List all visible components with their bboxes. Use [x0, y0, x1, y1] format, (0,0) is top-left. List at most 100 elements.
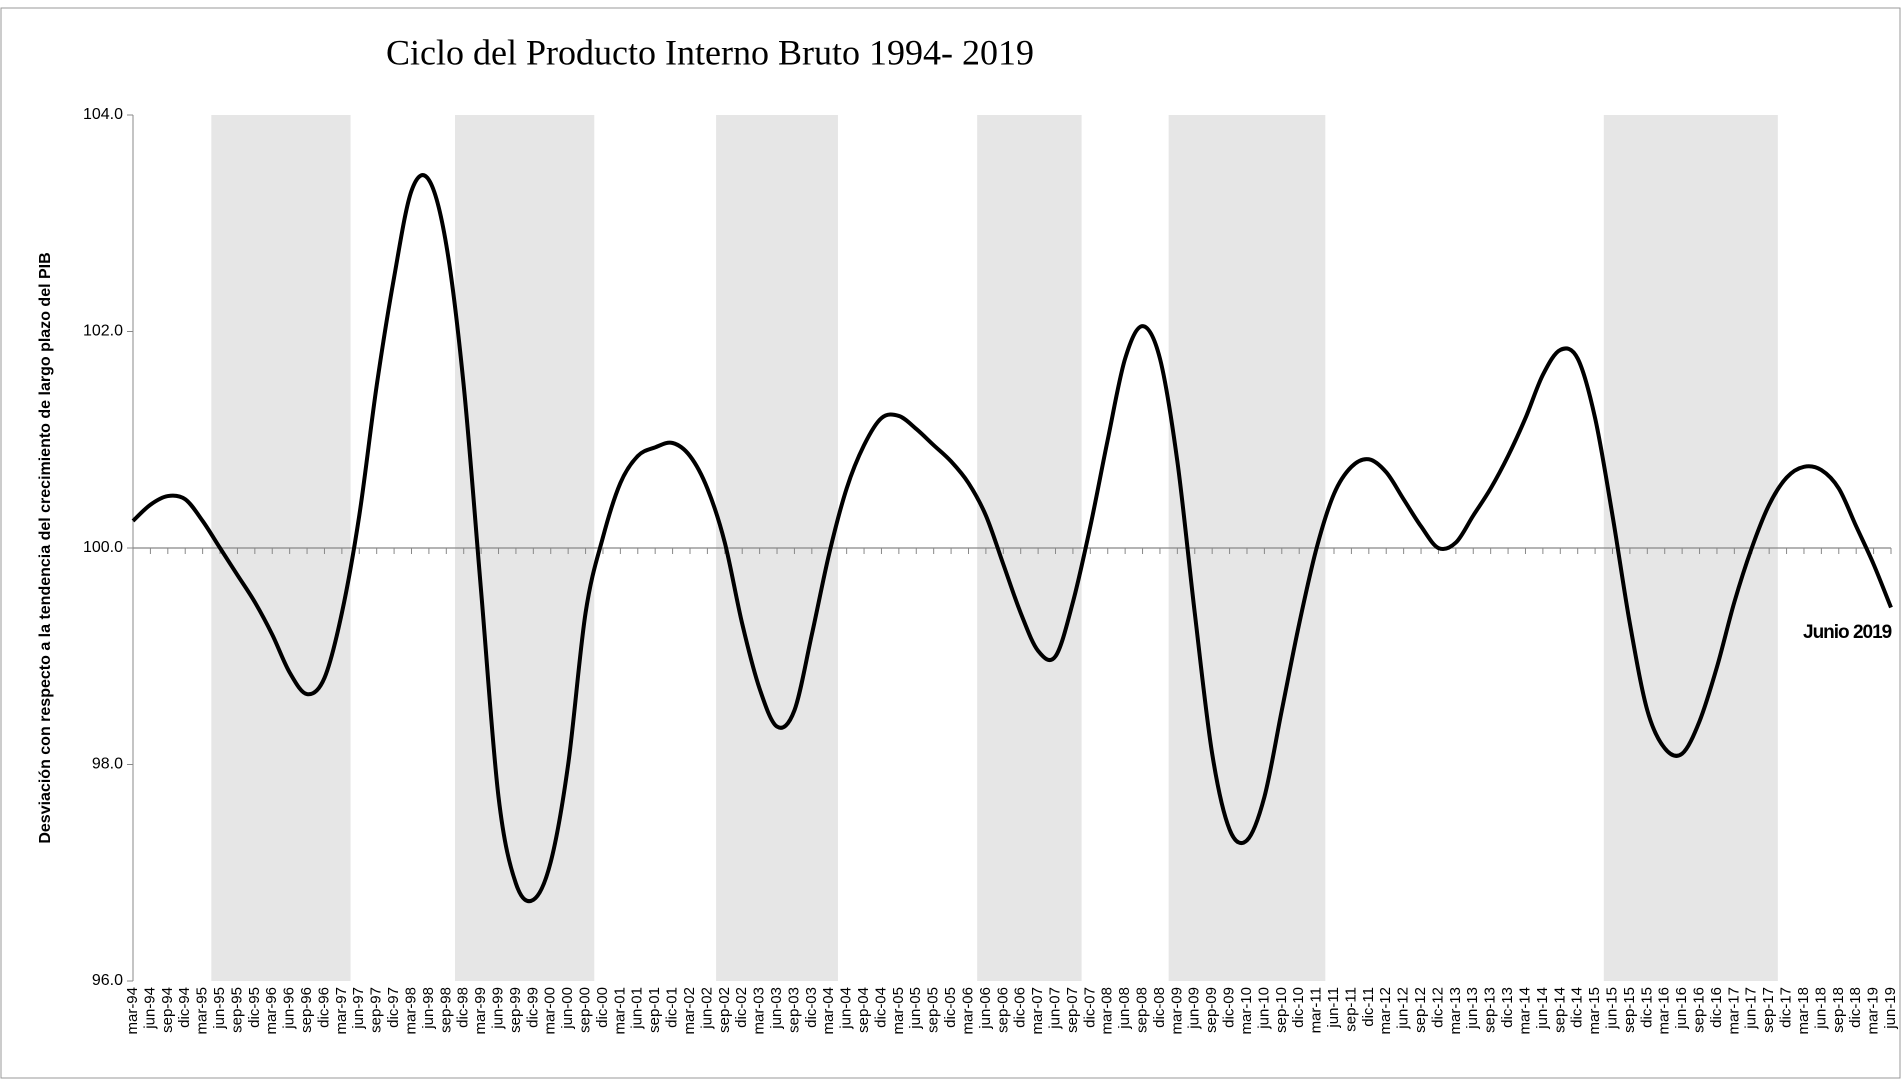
x-tick-label: jun-09: [1186, 987, 1203, 1030]
x-tick-label: mar-04: [820, 987, 837, 1035]
x-tick-label: dic-06: [1012, 987, 1029, 1028]
x-tick-label: sep-03: [785, 987, 802, 1033]
x-tick-label: sep-14: [1551, 987, 1568, 1033]
x-tick-label: sep-98: [437, 987, 454, 1033]
x-tick-label: jun-10: [1255, 987, 1272, 1030]
x-tick-label: jun-98: [420, 987, 437, 1030]
x-tick-label: sep-12: [1412, 987, 1429, 1033]
x-tick-label: mar-05: [890, 987, 907, 1035]
x-tick-label: mar-94: [124, 987, 141, 1035]
x-tick-label: dic-16: [1708, 987, 1725, 1028]
x-tick-label: jun-13: [1464, 987, 1481, 1030]
x-tick-label: sep-10: [1273, 987, 1290, 1033]
x-tick-label: jun-17: [1743, 987, 1760, 1030]
x-tick-label: jun-00: [559, 987, 576, 1030]
x-tick-label: mar-01: [611, 987, 628, 1035]
x-tick-label: jun-02: [698, 987, 715, 1030]
y-tick-label: 104.0: [83, 106, 123, 123]
x-tick-label: mar-95: [194, 987, 211, 1035]
x-tick-label: dic-12: [1429, 987, 1446, 1028]
x-tick-label: jun-94: [141, 987, 158, 1030]
x-tick-label: jun-18: [1812, 987, 1829, 1030]
x-tick-label: mar-08: [1099, 987, 1116, 1035]
x-tick-label: mar-16: [1656, 987, 1673, 1035]
x-tick-label: sep-04: [855, 987, 872, 1033]
x-tick-label: dic-11: [1360, 987, 1377, 1027]
x-tick-label: jun-96: [281, 987, 298, 1030]
x-tick-label: jun-06: [977, 987, 994, 1030]
x-tick-label: sep-99: [507, 987, 524, 1033]
x-tick-label: jun-01: [629, 987, 646, 1030]
x-tick-label: mar-10: [1238, 987, 1255, 1035]
y-axis-label: Desviación con respecto a la tendencia d…: [37, 252, 54, 843]
line: [131, 173, 1893, 904]
y-tick-label: 102.0: [83, 323, 123, 340]
x-tick-label: jun-14: [1534, 987, 1551, 1030]
x-tick-label: dic-96: [315, 987, 332, 1028]
x-tick-label: dic-09: [1221, 987, 1238, 1028]
x-tick-label: mar-18: [1795, 987, 1812, 1035]
y-tick-label: 100.0: [83, 539, 123, 556]
x-tick-label: mar-15: [1586, 987, 1603, 1035]
x-tick-label: dic-94: [176, 987, 193, 1028]
x-tick-label: mar-03: [751, 987, 768, 1035]
x-tick-label: mar-17: [1725, 987, 1742, 1035]
x-tick-label: sep-16: [1691, 987, 1708, 1033]
y-tick-label: 96.0: [92, 972, 123, 989]
x-tick-label: dic-00: [594, 987, 611, 1028]
x-tick-label: sep-01: [646, 987, 663, 1033]
x-tick-label: jun-12: [1395, 987, 1412, 1030]
x-tick-label: mar-11: [1308, 987, 1325, 1033]
x-tick-label: mar-09: [1168, 987, 1185, 1035]
x-tick-label: jun-99: [489, 987, 506, 1030]
x-tick-label: sep-08: [1134, 987, 1151, 1033]
x-tick-label: sep-15: [1621, 987, 1638, 1033]
y-tick-label: 98.0: [92, 756, 123, 773]
x-tick-label: sep-96: [298, 987, 315, 1033]
x-tick-label: sep-97: [368, 987, 385, 1033]
x-tick-label: jun-16: [1673, 987, 1690, 1030]
x-tick-label: dic-13: [1499, 987, 1516, 1028]
x-tick-label: sep-00: [577, 987, 594, 1033]
x-tick-label: sep-06: [994, 987, 1011, 1033]
x-tick-label: mar-98: [402, 987, 419, 1035]
x-tick-label: jun-15: [1603, 987, 1620, 1030]
x-tick-label: jun-07: [1046, 987, 1063, 1030]
x-tick-label: mar-19: [1865, 987, 1882, 1035]
x-tick-label: sep-94: [159, 987, 176, 1033]
x-tick-label: sep-02: [716, 987, 733, 1033]
x-tick-label: mar-96: [263, 987, 280, 1035]
x-tick-label: jun-08: [1116, 987, 1133, 1030]
x-tick-label: dic-01: [664, 987, 681, 1028]
x-tick-label: sep-18: [1830, 987, 1847, 1033]
x-tick-label: mar-06: [959, 987, 976, 1035]
x-tick-label: dic-05: [942, 987, 959, 1028]
x-tick-label: jun-03: [768, 987, 785, 1030]
x-tick-label: jun-19: [1882, 987, 1899, 1030]
x-tick-label: dic-07: [1081, 987, 1098, 1028]
x-tick-label: dic-95: [246, 987, 263, 1028]
x-tick-label: dic-10: [1290, 987, 1307, 1028]
x-tick-label: jun-11: [1325, 987, 1342, 1029]
x-tick-label: dic-14: [1569, 987, 1586, 1028]
x-tick-label: dic-02: [733, 987, 750, 1028]
x-tick-label: dic-98: [455, 987, 472, 1028]
x-tick-label: dic-15: [1638, 987, 1655, 1028]
x-tick-label: sep-17: [1760, 987, 1777, 1033]
x-tick-label: jun-04: [838, 987, 855, 1030]
x-tick-label: dic-03: [803, 987, 820, 1028]
x-tick-label: mar-13: [1447, 987, 1464, 1035]
x-tick-label: mar-02: [681, 987, 698, 1035]
x-tick-label: sep-13: [1482, 987, 1499, 1033]
chart-title: Ciclo del Producto Interno Bruto 1994- 2…: [386, 32, 1034, 72]
x-tick-label: sep-95: [228, 987, 245, 1033]
x-tick-label: mar-00: [542, 987, 559, 1035]
x-tick-label: dic-97: [385, 987, 402, 1028]
x-tick-label: mar-12: [1377, 987, 1394, 1035]
x-tick-label: dic-08: [1151, 987, 1168, 1028]
x-tick-label: sep-09: [1203, 987, 1220, 1033]
x-tick-label: mar-97: [333, 987, 350, 1035]
x-tick-label: jun-05: [907, 987, 924, 1030]
x-tick-label: mar-14: [1516, 987, 1533, 1035]
